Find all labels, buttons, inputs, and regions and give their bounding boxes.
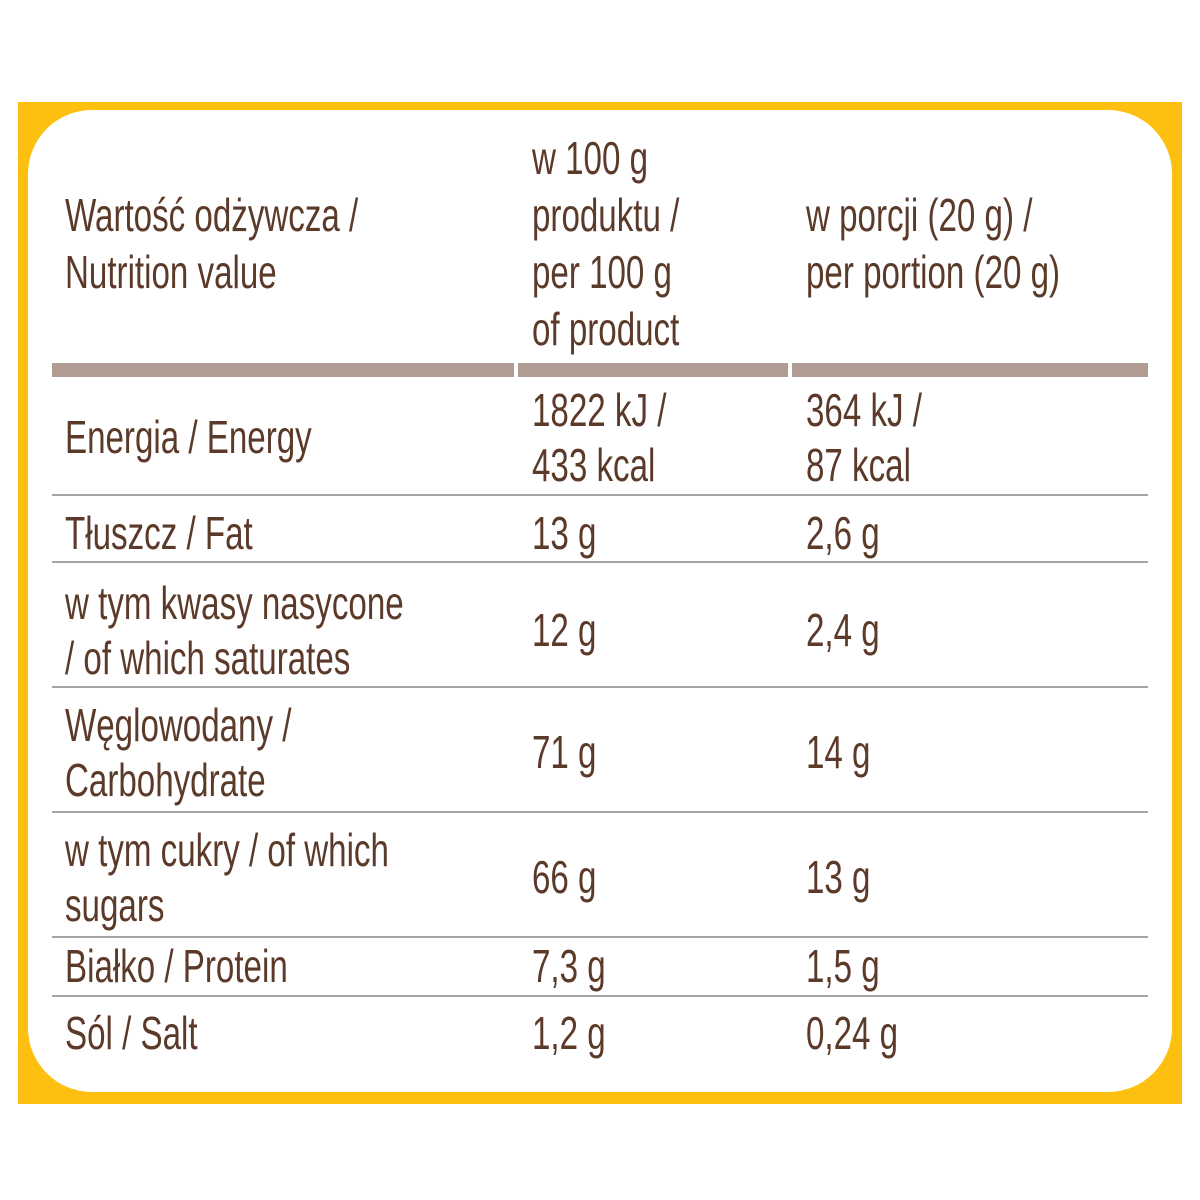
- cell-text: w 100 g: [532, 131, 649, 184]
- cell-text: Wartość odżywcza /: [65, 188, 359, 241]
- cell-text: 433 kcal: [532, 438, 656, 491]
- cell-text: 2,6 g: [806, 507, 880, 559]
- cell-text: 364 kJ /: [806, 383, 922, 436]
- table-card: [28, 110, 1172, 1092]
- cell-text: 7,3 g: [532, 940, 606, 992]
- cell-text: 71 g: [532, 726, 597, 778]
- cell-text: 1,2 g: [532, 1007, 606, 1059]
- cell-text: Węglowodany /: [65, 698, 292, 751]
- cell-text: w tym kwasy nasycone: [65, 576, 404, 629]
- row-rule: [52, 494, 1148, 496]
- cell-text: 12 g: [532, 604, 597, 656]
- cell-text: per portion (20 g): [806, 245, 1061, 298]
- cell-text: 1,5 g: [806, 940, 880, 992]
- cell-text: Białko / Protein: [65, 940, 288, 992]
- cell-text: Tłuszcz / Fat: [65, 507, 253, 559]
- row-rule: [52, 811, 1148, 813]
- cell-text: 13 g: [532, 507, 597, 559]
- cell-text: w tym cukry / of which: [65, 823, 389, 876]
- header-rule: [52, 363, 514, 377]
- cell-text: 2,4 g: [806, 604, 880, 656]
- header-rule: [792, 363, 1148, 377]
- cell-text: of product: [532, 302, 680, 355]
- cell-text: Carbohydrate: [65, 753, 266, 806]
- cell-text: produktu /: [532, 188, 680, 241]
- cell-text: w porcji (20 g) /: [806, 188, 1033, 241]
- cell-text: Sól / Salt: [65, 1007, 198, 1059]
- row-rule: [52, 936, 1148, 938]
- cell-text: 14 g: [806, 726, 871, 778]
- cell-text: 87 kcal: [806, 438, 911, 491]
- row-rule: [52, 686, 1148, 688]
- cell-text: 1822 kJ /: [532, 383, 667, 436]
- cell-text: 0,24 g: [806, 1007, 899, 1059]
- cell-text: per 100 g: [532, 245, 672, 298]
- cell-text: 13 g: [806, 851, 871, 903]
- cell-text: Nutrition value: [65, 245, 277, 298]
- row-rule: [52, 561, 1148, 563]
- cell-text: / of which saturates: [65, 631, 351, 684]
- cell-text: 66 g: [532, 851, 597, 903]
- header-rule: [518, 363, 788, 377]
- row-rule: [52, 995, 1148, 997]
- cell-text: Energia / Energy: [65, 411, 312, 463]
- cell-text: sugars: [65, 878, 165, 931]
